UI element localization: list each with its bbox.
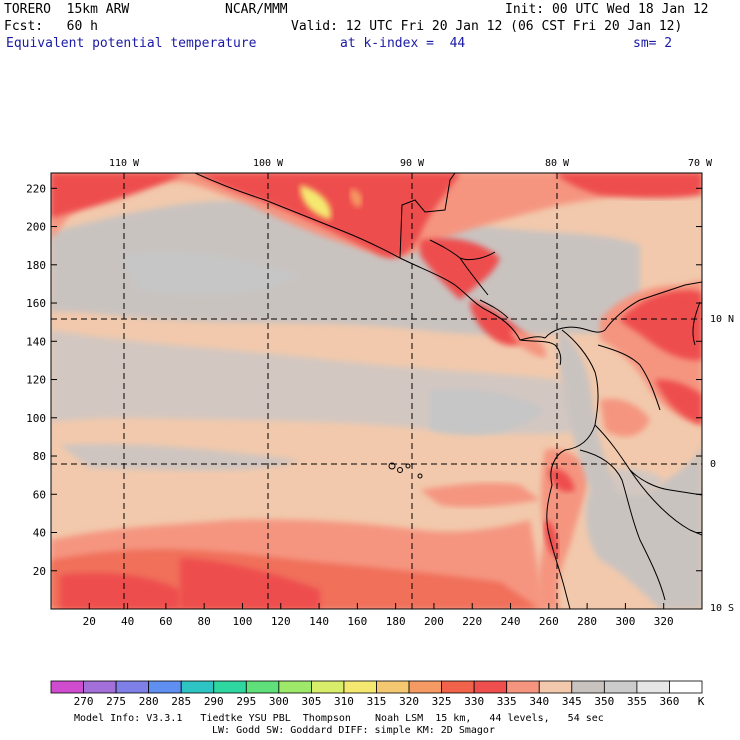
x-tick-label: 20 (83, 615, 96, 628)
x-tick-label: 160 (347, 615, 367, 628)
colorbar-swatch (376, 680, 410, 694)
y-tick-label: 200 (26, 221, 46, 234)
colorbar-label: 340 (529, 695, 549, 708)
y-tick-label: 100 (26, 412, 46, 425)
forecast-hour: Fcst: 60 h (4, 19, 98, 34)
colorbar-swatch (441, 680, 475, 694)
x-tick-label: 100 (233, 615, 253, 628)
colorbar-label: 355 (627, 695, 647, 708)
x-tick-label: 240 (501, 615, 521, 628)
y-tick-label: 20 (33, 565, 46, 578)
colorbar-swatch (180, 680, 215, 694)
colorbar-label: 280 (139, 695, 159, 708)
model-name: TORERO 15km ARW (4, 2, 130, 17)
colorbar-label: 270 (74, 695, 94, 708)
colorbar-label: 335 (497, 695, 517, 708)
smoothing-label: sm= 2 (633, 36, 673, 51)
organization: NCAR/MMM (225, 2, 288, 17)
lon-label-70w: 70 W (688, 158, 713, 169)
colorbar-label: 325 (432, 695, 452, 708)
x-tick-labels: 20 40 60 80 100 120 140 160 180 200 220 240 260 280 30… (83, 615, 674, 628)
x-tick-label: 200 (424, 615, 444, 628)
y-tick-label: 80 (33, 450, 46, 463)
lon-label-80w: 80 W (545, 158, 570, 169)
colorbar-swatch (669, 680, 703, 694)
colorbar-swatch (148, 680, 182, 694)
y-tick-label: 120 (26, 374, 46, 387)
colorbar-swatch (213, 680, 247, 694)
colorbar-label: 305 (301, 695, 321, 708)
colorbar-swatch (83, 680, 117, 694)
colorbar-swatch (473, 680, 508, 694)
colorbar-label: 315 (367, 695, 387, 708)
colorbar-swatch (50, 680, 84, 694)
colorbar-swatch (408, 680, 442, 694)
x-tick-label: 60 (159, 615, 172, 628)
init-time: Init: 00 UTC Wed 18 Jan 12 (505, 2, 709, 17)
colorbar-label: 320 (399, 695, 419, 708)
colorbar-swatch (245, 680, 280, 694)
valid-time: Valid: 12 UTC Fri 20 Jan 12 (06 CST Fri … (291, 19, 683, 34)
colorbar-label: 290 (204, 695, 224, 708)
colorbar-label: 295 (236, 695, 256, 708)
colorbar-swatch (506, 680, 540, 694)
x-tick-label: 120 (271, 615, 291, 628)
x-tick-label: 220 (462, 615, 482, 628)
x-tick-label: 260 (539, 615, 559, 628)
colorbar-swatch (636, 680, 670, 694)
colorbar-label: 360 (660, 695, 680, 708)
y-tick-label: 220 (26, 182, 46, 195)
colorbar-swatch (115, 680, 150, 694)
theta-e-field (51, 173, 702, 609)
colorbar-swatch (343, 680, 377, 694)
x-tick-label: 180 (386, 615, 406, 628)
x-tick-label: 300 (615, 615, 635, 628)
colorbar (50, 680, 703, 694)
x-tick-label: 40 (121, 615, 134, 628)
colorbar-unit: K (698, 695, 705, 708)
colorbar-label: 330 (464, 695, 484, 708)
coastlines (194, 173, 702, 609)
axis-ticks (51, 187, 702, 609)
colorbar-swatch (278, 680, 312, 694)
lon-label-90w: 90 W (400, 158, 425, 169)
colorbar-label: 300 (269, 695, 289, 708)
colorbar-label: 310 (334, 695, 354, 708)
colorbar-swatch (310, 680, 345, 694)
lat-lon-grid (51, 173, 702, 609)
colorbar-label: 350 (594, 695, 614, 708)
x-tick-label: 80 (198, 615, 211, 628)
x-tick-label: 280 (577, 615, 597, 628)
level-label: at k-index = 44 (340, 36, 466, 51)
colorbar-swatch (538, 680, 573, 694)
colorbar-swatch (571, 680, 605, 694)
lon-label-110w: 110 W (109, 158, 140, 169)
y-tick-labels: 220 200 180 160 140 120 100 80 60 40 20 (26, 182, 46, 577)
model-info: Model Info: V3.3.1 Tiedtke YSU PBL Thomp… (74, 713, 604, 724)
lat-label-10n: 10 N (710, 314, 734, 325)
lon-label-100w: 100 W (253, 158, 284, 169)
lat-label-10s: 10 S (710, 603, 734, 614)
plot-frame (50, 172, 703, 610)
y-tick-label: 180 (26, 259, 46, 272)
y-tick-label: 160 (26, 297, 46, 310)
colorbar-swatch (603, 680, 638, 694)
x-tick-label: 140 (309, 615, 329, 628)
colorbar-labels: 270 275 280 285 290 295 300 305 310 315 320 325 330 3… (74, 695, 680, 708)
physics-info: LW: Godd SW: Goddard DIFF: simple KM: 2D… (212, 725, 495, 736)
colorbar-label: 275 (106, 695, 126, 708)
lat-label-0: 0 (710, 459, 716, 470)
y-tick-label: 60 (33, 488, 46, 501)
field-name: Equivalent potential temperature (6, 36, 257, 51)
colorbar-label: 345 (562, 695, 582, 708)
colorbar-label: 285 (171, 695, 191, 708)
x-tick-label: 320 (654, 615, 674, 628)
y-tick-label: 40 (33, 527, 46, 540)
y-tick-label: 140 (26, 335, 46, 348)
